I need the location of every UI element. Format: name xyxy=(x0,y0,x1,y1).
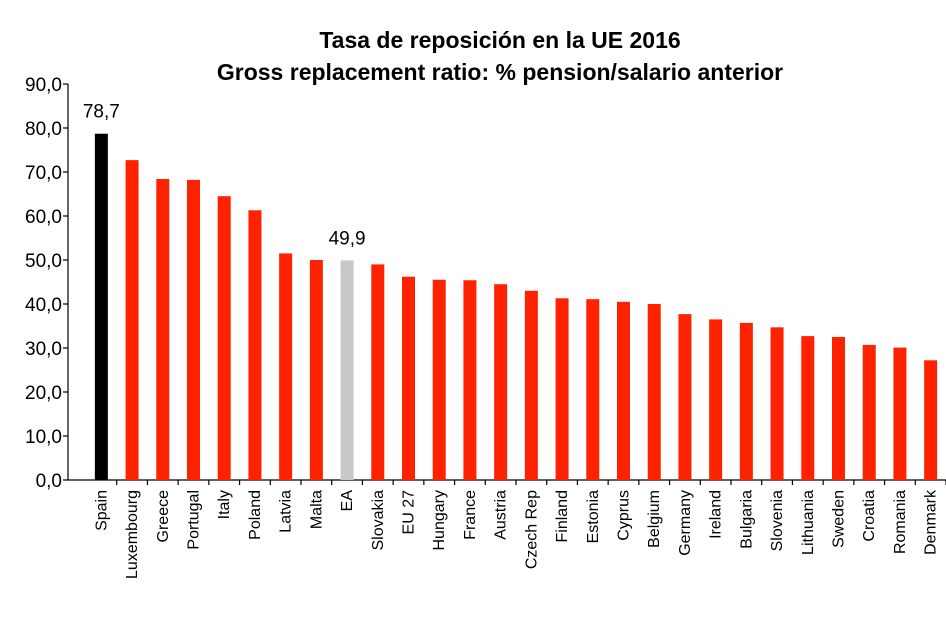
y-tick-label: 20,0 xyxy=(25,383,62,404)
bar xyxy=(709,319,723,480)
bar xyxy=(801,336,815,480)
x-tick-label: Finland xyxy=(554,490,571,542)
bar xyxy=(432,279,446,480)
bar xyxy=(617,301,630,480)
y-tick-label: 60,0 xyxy=(25,207,62,228)
bar xyxy=(524,290,538,480)
x-tick-label: France xyxy=(462,490,479,540)
bar xyxy=(279,253,293,480)
bar xyxy=(187,179,200,481)
x-tick-label: Malta xyxy=(308,490,325,529)
bar xyxy=(586,299,600,480)
x-tick-label: Germany xyxy=(677,490,694,556)
x-tick-label: Luxembourg xyxy=(124,490,141,579)
y-tick-label: 10,0 xyxy=(25,427,62,448)
bar xyxy=(832,337,845,480)
x-tick-label: Lithuania xyxy=(800,490,817,555)
x-tick-label: Ireland xyxy=(708,490,725,539)
bar xyxy=(770,327,784,480)
bar xyxy=(678,314,692,480)
bar xyxy=(463,280,477,480)
y-tick-label: 0,0 xyxy=(36,471,62,492)
x-tick-label: Latvia xyxy=(278,490,295,533)
x-tick-label: Italy xyxy=(216,490,233,519)
bar xyxy=(555,298,569,480)
chart-subtitle: Gross replacement ratio: % pension/salar… xyxy=(217,59,783,85)
bar xyxy=(340,260,354,480)
x-tick-label: Portugal xyxy=(186,490,203,550)
x-tick-label: Slovakia xyxy=(370,490,387,551)
bar xyxy=(893,347,907,480)
x-tick-label: Poland xyxy=(247,490,264,540)
x-tick-label: Austria xyxy=(493,490,510,540)
x-tick-label: EA xyxy=(339,490,356,512)
bar xyxy=(371,264,385,480)
bar xyxy=(309,260,323,480)
bar xyxy=(156,179,170,481)
x-tick-label: Romania xyxy=(892,490,909,554)
bar xyxy=(248,210,262,480)
x-tick-label: Croatia xyxy=(861,490,878,542)
data-label: 78,7 xyxy=(83,102,120,123)
y-tick-label: 70,0 xyxy=(25,163,62,184)
x-tick-label: Bulgaria xyxy=(738,490,755,549)
x-tick-label: Denmark xyxy=(923,489,940,555)
y-tick-label: 50,0 xyxy=(25,251,62,272)
bar xyxy=(94,133,108,480)
bar xyxy=(862,344,876,480)
bar xyxy=(647,304,661,480)
y-tick-label: 90,0 xyxy=(25,75,62,96)
x-tick-label: Czech Rep xyxy=(523,490,540,569)
x-tick-label: Hungary xyxy=(431,490,448,550)
chart-title: Tasa de reposición en la UE 2016 xyxy=(319,27,680,53)
bar xyxy=(125,160,139,480)
data-label: 49,9 xyxy=(329,228,366,249)
bar xyxy=(739,322,753,480)
x-tick-label: Cyprus xyxy=(616,490,633,541)
bar xyxy=(217,196,231,480)
bar xyxy=(494,284,508,480)
bar xyxy=(924,360,938,480)
x-tick-label: Estonia xyxy=(585,490,602,543)
x-tick-label: Spain xyxy=(93,490,110,531)
x-tick-label: Greece xyxy=(155,490,172,543)
y-tick-label: 40,0 xyxy=(25,295,62,316)
x-tick-label: Belgium xyxy=(646,490,663,548)
x-tick-label: Sweden xyxy=(831,490,848,548)
bar xyxy=(402,276,415,480)
x-tick-label: EU 27 xyxy=(401,490,418,535)
x-tick-label: Slovenia xyxy=(769,490,786,551)
y-tick-label: 80,0 xyxy=(25,119,62,140)
y-tick-label: 30,0 xyxy=(25,339,62,360)
